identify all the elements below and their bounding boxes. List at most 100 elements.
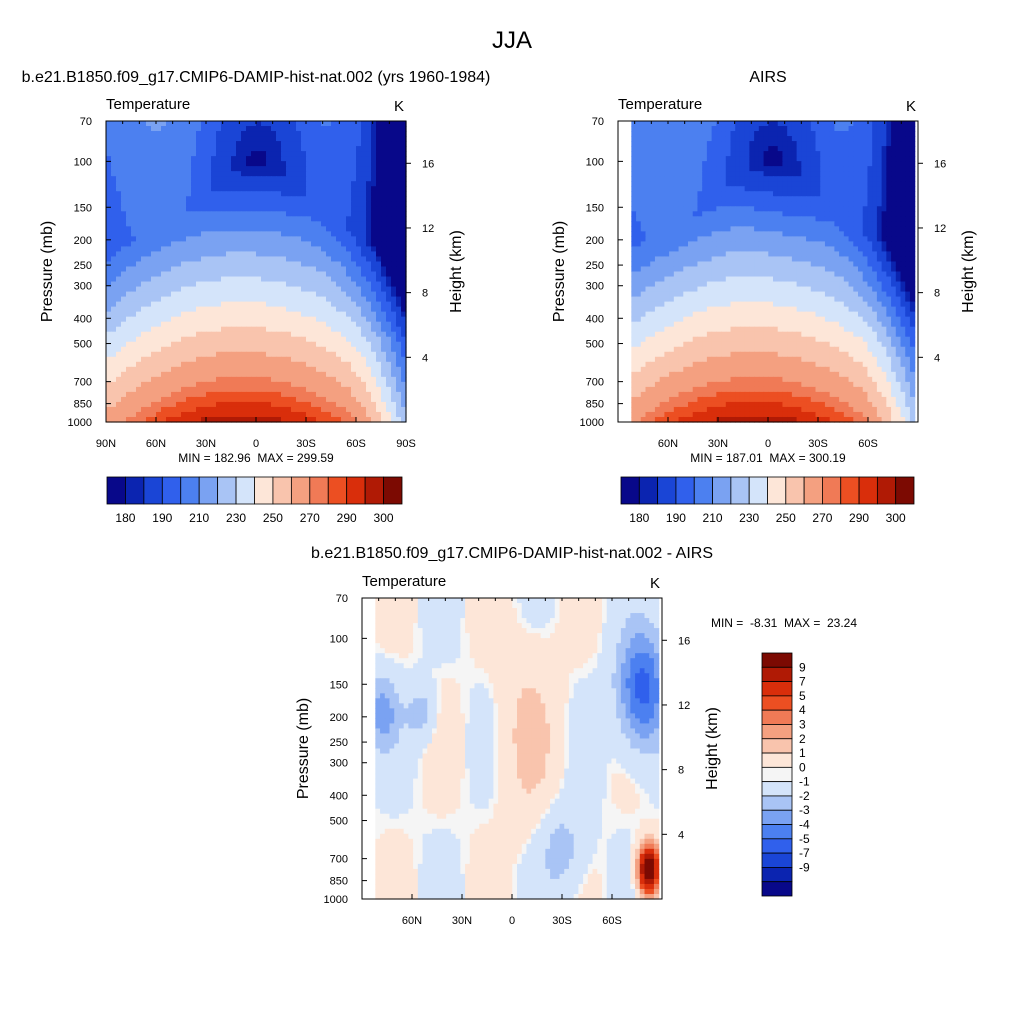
field-cell	[356, 176, 362, 182]
field-cell	[186, 291, 192, 298]
field-cell	[246, 181, 252, 187]
field-cell	[326, 336, 332, 343]
field-cell	[645, 126, 651, 132]
field-cell	[376, 346, 382, 353]
field-cell	[246, 416, 252, 423]
field-cell	[136, 391, 142, 398]
field-cell	[196, 396, 202, 403]
field-cell	[361, 366, 367, 373]
field-cell	[161, 276, 167, 283]
field-cell	[136, 176, 142, 182]
field-cell	[673, 226, 680, 232]
field-cell	[176, 341, 182, 348]
field-cell	[341, 246, 347, 253]
field-cell	[186, 211, 192, 217]
field-cell	[246, 226, 252, 232]
field-cell	[796, 141, 802, 147]
field-cell	[366, 296, 372, 303]
field-cell	[306, 366, 312, 373]
field-cell	[151, 401, 157, 408]
field-cell	[136, 381, 142, 388]
colorbar-label: 230	[226, 511, 246, 525]
field-cell	[256, 276, 262, 283]
field-cell	[730, 196, 736, 202]
field-cell	[396, 311, 402, 318]
field-cell	[306, 376, 312, 383]
field-cell	[386, 326, 392, 333]
field-cell	[271, 321, 277, 328]
field-cell	[768, 121, 774, 127]
field-cell	[326, 126, 332, 132]
field-cell	[326, 181, 332, 187]
field-cell	[688, 181, 694, 187]
field-cell	[156, 366, 162, 373]
field-cell	[891, 221, 897, 227]
field-cell	[669, 196, 675, 202]
field-cell	[221, 151, 227, 157]
field-cell	[361, 236, 367, 242]
field-cell	[251, 271, 257, 278]
field-cell	[900, 161, 906, 167]
field-cell	[196, 316, 202, 323]
field-cell	[121, 366, 127, 373]
field-cell	[291, 386, 297, 393]
field-cell	[121, 391, 127, 398]
field-cell	[376, 406, 382, 413]
field-cell	[763, 221, 769, 227]
field-cell	[366, 396, 372, 403]
field-cell	[336, 361, 342, 368]
field-cell	[296, 391, 302, 398]
field-cell	[645, 201, 651, 207]
field-cell	[226, 136, 232, 142]
field-cell	[246, 261, 252, 268]
field-cell	[211, 321, 217, 328]
field-cell	[810, 171, 817, 177]
field-cell	[867, 166, 873, 172]
field-cell	[401, 236, 407, 242]
field-cell	[126, 151, 132, 157]
field-cell	[201, 371, 207, 378]
field-cell	[231, 241, 237, 248]
field-cell	[136, 246, 142, 253]
field-cell	[256, 271, 262, 278]
field-cell	[231, 296, 237, 303]
field-cell	[301, 291, 307, 298]
field-cell	[336, 401, 342, 408]
field-cell	[361, 321, 367, 328]
field-cell	[176, 246, 182, 253]
field-cell	[251, 351, 257, 358]
field-cell	[256, 186, 262, 192]
field-cell	[381, 181, 387, 187]
field-cell	[131, 306, 137, 313]
field-cell	[171, 131, 177, 137]
field-cell	[636, 126, 642, 132]
field-cell	[201, 276, 207, 283]
field-cell	[291, 181, 297, 187]
field-cell	[186, 396, 192, 403]
field-cell	[306, 371, 312, 378]
field-cell	[336, 291, 342, 298]
field-cell	[126, 371, 132, 378]
field-cell	[281, 371, 287, 378]
field-cell	[181, 381, 187, 388]
field-cell	[196, 326, 202, 333]
field-cell	[111, 381, 117, 388]
field-cell	[744, 216, 750, 222]
field-cell	[111, 136, 117, 142]
field-cell	[206, 331, 212, 338]
field-cell	[236, 166, 242, 172]
field-cell	[176, 221, 182, 227]
field-cell	[669, 146, 675, 152]
field-cell	[311, 191, 317, 197]
field-cell	[241, 126, 247, 132]
field-cell	[271, 141, 277, 147]
field-cell	[853, 156, 859, 162]
field-cell	[136, 331, 142, 338]
field-cell	[286, 281, 292, 288]
field-cell	[246, 406, 252, 413]
field-cell	[281, 401, 287, 408]
field-cell	[271, 191, 277, 197]
field-cell	[221, 291, 227, 298]
field-cell	[131, 256, 137, 263]
field-cell	[216, 216, 222, 222]
